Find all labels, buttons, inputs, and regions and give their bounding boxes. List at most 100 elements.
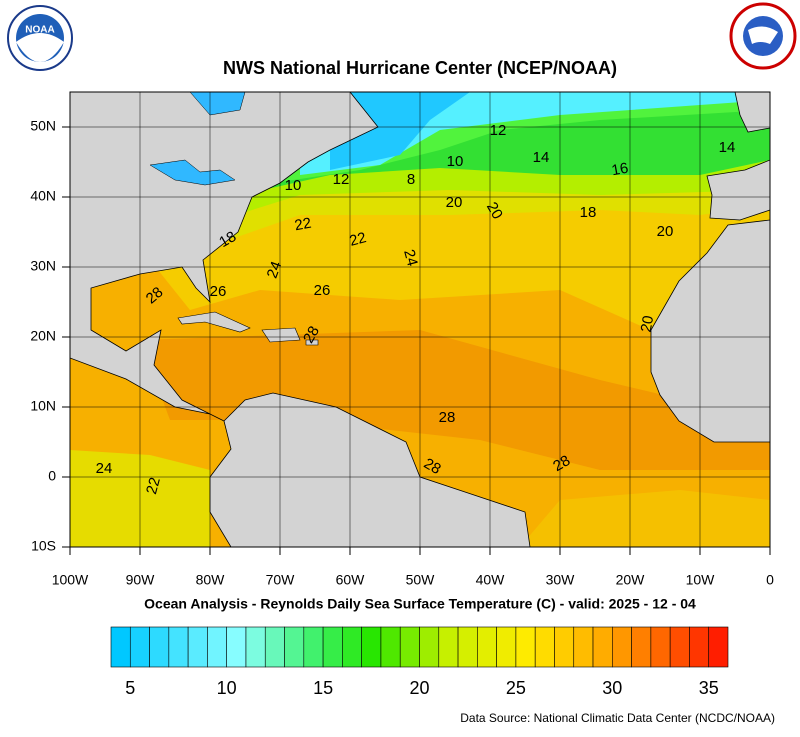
title: NWS National Hurricane Center (NCEP/NOAA… (223, 58, 617, 78)
x-tick-label: 100W (52, 572, 89, 588)
caption: Ocean Analysis - Reynolds Daily Sea Surf… (144, 596, 696, 612)
colorbar-cell (477, 626, 497, 668)
y-tick-label: 20N (30, 328, 56, 344)
x-tick-label: 90W (126, 572, 156, 588)
contour-labels: 12 14 16 14 10 8 12 10 20 20 18 20 22 22 18 24 24 26 28 26 2… (96, 122, 736, 496)
contour-label: 28 (439, 409, 456, 426)
colorbar-cell (573, 626, 594, 668)
contour-label: 20 (483, 199, 506, 222)
colorbar-cell (592, 626, 613, 668)
grid (70, 92, 770, 547)
colorbar-cell (245, 626, 266, 668)
colorbar-cell (168, 626, 189, 668)
contour-label: 18 (216, 228, 239, 251)
colorbar-cell (264, 626, 285, 668)
contour-label: 20 (446, 194, 463, 211)
x-tick-label: 30W (546, 572, 576, 588)
lake (149, 159, 236, 186)
colorbar-cell (399, 626, 420, 668)
contour-label: 28 (300, 323, 323, 346)
colorbar-cell (380, 626, 401, 668)
contour-label: 12 (490, 122, 507, 139)
map: 12 14 16 14 10 8 12 10 20 20 18 20 22 22 18 24 24 26 28 26 2… (70, 92, 770, 547)
colorbar-cell (708, 626, 729, 668)
colorbar-label: 5 (125, 678, 135, 698)
y-tick-label: 50N (30, 118, 56, 134)
land (177, 311, 251, 333)
contour-label: 24 (400, 248, 421, 269)
colorbar-cell (207, 626, 227, 668)
colorbar-label: 15 (313, 678, 333, 698)
colorbar-label: 10 (217, 678, 237, 698)
colorbar-cell (457, 626, 478, 668)
colorbar-cell (438, 626, 459, 668)
land (261, 327, 301, 343)
x-tick-label: 80W (196, 572, 226, 588)
ocean-band (520, 490, 770, 547)
contour-label: 22 (143, 476, 164, 497)
colorbar-cell (361, 626, 382, 668)
colorbar-cell (303, 626, 324, 668)
y-tick-label: 40N (30, 188, 56, 204)
land (706, 159, 770, 221)
colorbar-cell (534, 626, 555, 668)
contour-label: 10 (285, 177, 302, 194)
contour-label: 20 (638, 314, 658, 333)
contour-label: 28 (421, 455, 444, 478)
x-tick-label: 40W (476, 572, 506, 588)
colorbar-label: 35 (699, 678, 719, 698)
noaa-logo: NOAA (7, 5, 73, 71)
colorbar-cell (419, 626, 440, 668)
colorbar-label: 25 (506, 678, 526, 698)
source: Data Source: National Climatic Data Cent… (460, 711, 775, 725)
contour-label: 22 (348, 229, 369, 250)
contour-label: 22 (293, 215, 312, 235)
colorbar-cell (515, 626, 536, 668)
contour-label: 20 (657, 223, 674, 240)
colorbar-cell (689, 626, 710, 668)
contour-label: 28 (550, 452, 573, 475)
axes: 100W 90W 80W 70W 60W 50W 40W 30W 20W 10W 0 50N 40N 30… (30, 118, 774, 588)
colorbar-cell (669, 626, 690, 668)
y-tick-label: 0 (48, 468, 56, 484)
ocean-band (140, 330, 770, 470)
colorbar-cell (110, 626, 131, 668)
contour-label: 24 (264, 259, 286, 280)
contour-label: 26 (314, 282, 331, 299)
contour-label: 8 (407, 171, 415, 188)
x-tick-label: 70W (266, 572, 296, 588)
contour-label: 18 (580, 204, 597, 221)
contour-label: 26 (210, 283, 227, 300)
colorbar-cell (496, 626, 517, 668)
colorbar-cell (554, 626, 575, 668)
colorbar-cell (322, 626, 343, 668)
y-tick-label: 10N (30, 398, 56, 414)
colorbar-cell (342, 626, 362, 668)
lake (189, 92, 246, 116)
x-tick-label: 50W (406, 572, 436, 588)
land (305, 339, 319, 346)
colorbar-label: 20 (409, 678, 429, 698)
colorbar: 5 10 15 20 25 30 35 (110, 626, 729, 698)
colorbar-cell (650, 626, 671, 668)
colorbar-cell (149, 626, 170, 668)
y-tick-label: 10S (31, 538, 56, 554)
colorbar-cell (187, 626, 208, 668)
x-tick-label: 10W (686, 572, 716, 588)
land (70, 92, 379, 422)
colorbar-cell (631, 626, 652, 668)
land (734, 92, 770, 133)
contour-label: 12 (333, 171, 350, 188)
colorbar-label: 30 (602, 678, 622, 698)
x-tick-label: 20W (616, 572, 646, 588)
colorbar-cell (612, 626, 632, 668)
nws-logo (729, 2, 797, 70)
x-tick-label: 60W (336, 572, 366, 588)
colorbar-cell (129, 626, 150, 668)
contour-label: 16 (610, 160, 629, 180)
colorbar-cell (226, 626, 247, 668)
logo-text: NOAA (25, 25, 54, 36)
contour-label: 24 (96, 460, 113, 477)
contour-label: 14 (533, 149, 550, 166)
